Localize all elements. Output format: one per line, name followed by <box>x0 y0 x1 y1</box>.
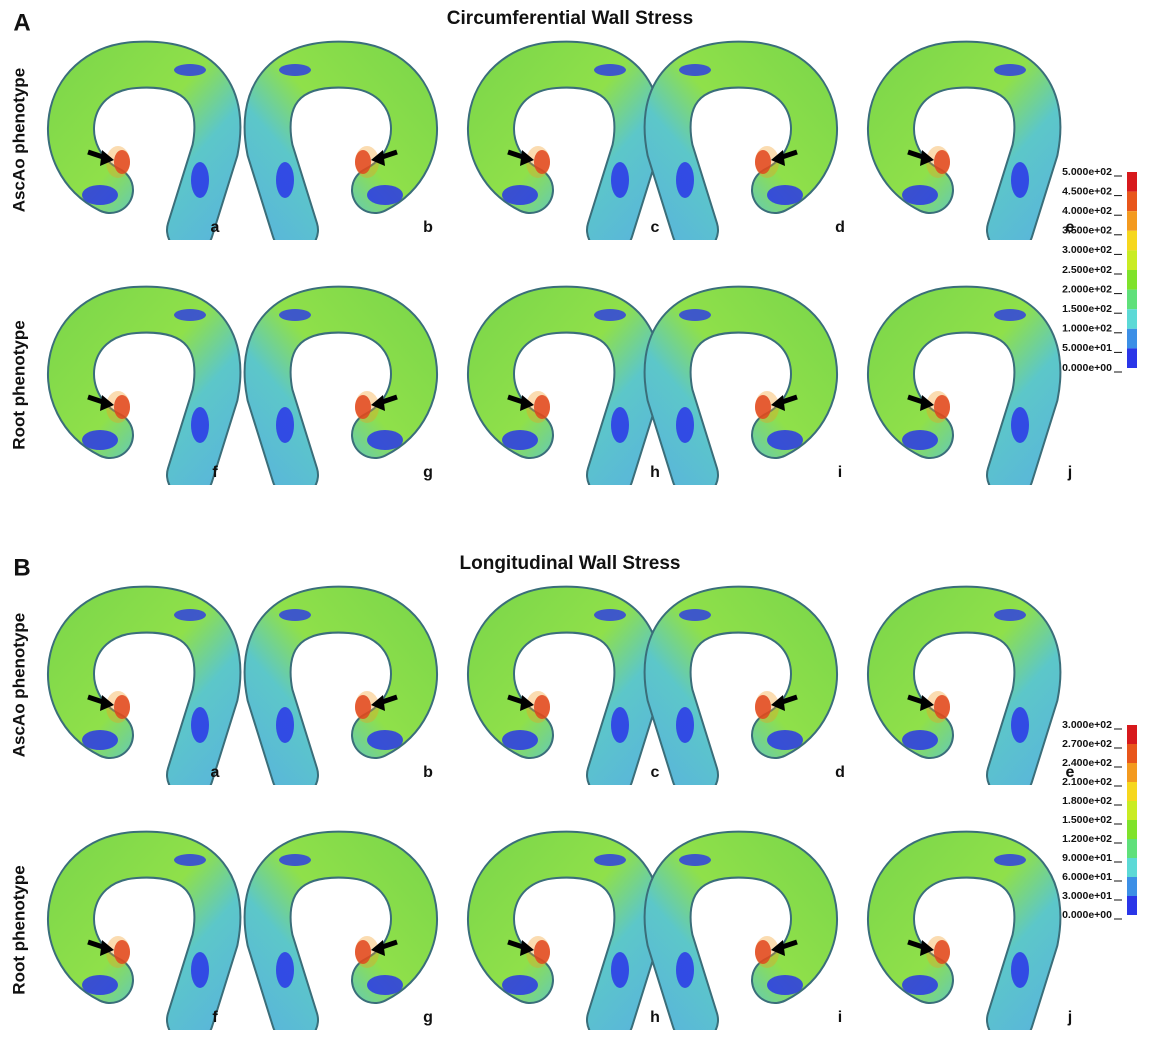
colorbar-segment <box>1127 839 1137 858</box>
colorbar-tick-label: 3.000e+02 <box>1062 719 1112 731</box>
colorbar-segment <box>1127 192 1137 212</box>
row-label: AscAo phenotype <box>9 68 28 213</box>
aorta-model <box>268 309 414 475</box>
panel-title: Longitudinal Wall Stress <box>460 553 681 574</box>
aorta-model <box>268 64 414 230</box>
aorta-model <box>268 854 414 1020</box>
colorbar-segment <box>1127 290 1137 310</box>
colorbar-tick-label: 5.000e+02 <box>1062 166 1112 178</box>
case-label: i <box>838 1009 842 1026</box>
colorbar-tick-label: 5.000e+01 <box>1062 342 1112 354</box>
colorbar-segment <box>1127 329 1137 349</box>
case-label: j <box>1067 464 1072 481</box>
aorta-model <box>71 64 217 230</box>
aorta-model <box>268 609 414 775</box>
colorbar-tick-label: 2.700e+02 <box>1062 738 1112 750</box>
colorbar-tick-label: 6.000e+01 <box>1062 871 1112 883</box>
colorbar-tick-label: 2.500e+02 <box>1062 264 1112 276</box>
row-label: Root phenotype <box>9 865 28 994</box>
colorbar-segment <box>1127 211 1137 231</box>
case-label: c <box>651 219 660 236</box>
aorta-model <box>71 309 217 475</box>
colorbar-tick-label: 2.000e+02 <box>1062 283 1112 295</box>
colorbar-segment <box>1127 801 1137 820</box>
aorta-model <box>668 609 814 775</box>
colorbar-segment <box>1127 782 1137 801</box>
colorbar-segment <box>1127 858 1137 877</box>
aorta-model <box>668 854 814 1020</box>
aorta-model <box>668 64 814 230</box>
colorbar-segment <box>1127 309 1137 329</box>
colorbar-segment <box>1127 348 1137 368</box>
aorta-model <box>491 309 637 475</box>
case-label: a <box>211 764 220 781</box>
colorbar-segment <box>1127 763 1137 782</box>
row-label: AscAo phenotype <box>9 613 28 758</box>
aorta-model <box>491 609 637 775</box>
colorbar-segment <box>1127 172 1137 192</box>
colorbar-segment <box>1127 725 1137 744</box>
colorbar-tick-label: 1.800e+02 <box>1062 795 1112 807</box>
colorbar-tick-label: 1.200e+02 <box>1062 833 1112 845</box>
row-label: Root phenotype <box>9 320 28 449</box>
case-label: b <box>423 764 433 781</box>
aorta-model <box>668 309 814 475</box>
colorbar-tick-label: 1.000e+02 <box>1062 323 1112 335</box>
colorbar-tick-label: 4.000e+02 <box>1062 205 1112 217</box>
case-label: g <box>423 1009 433 1026</box>
aorta-model <box>491 64 637 230</box>
colorbar-segment <box>1127 896 1137 915</box>
colorbar-tick-label: 3.500e+02 <box>1062 225 1112 237</box>
colorbar-segment <box>1127 820 1137 839</box>
aorta-model <box>491 854 637 1020</box>
case-label: h <box>650 1009 660 1026</box>
colorbar-tick-label: 0.000e+00 <box>1062 909 1112 921</box>
colorbar-segment <box>1127 744 1137 763</box>
aorta-model <box>71 609 217 775</box>
case-label: d <box>835 219 845 236</box>
case-label: f <box>212 1009 218 1026</box>
aorta-model <box>891 854 1037 1020</box>
colorbar-tick-label: 1.500e+02 <box>1062 303 1112 315</box>
colorbar-tick-label: 3.000e+01 <box>1062 890 1112 902</box>
aorta-model <box>891 309 1037 475</box>
colorbar-tick-label: 2.100e+02 <box>1062 776 1112 788</box>
panel-letter: B <box>13 554 30 581</box>
case-label: h <box>650 464 660 481</box>
case-label: c <box>651 764 660 781</box>
case-label: a <box>211 219 220 236</box>
colorbar-segment <box>1127 250 1137 270</box>
colorbar-tick-label: 2.400e+02 <box>1062 757 1112 769</box>
case-label: i <box>838 464 842 481</box>
case-label: j <box>1067 1009 1072 1026</box>
colorbar-tick-label: 0.000e+00 <box>1062 362 1112 374</box>
case-label: d <box>835 764 845 781</box>
colorbar-segment <box>1127 270 1137 290</box>
case-label: g <box>423 464 433 481</box>
panel-letter: A <box>13 9 30 36</box>
colorbar-segment <box>1127 877 1137 896</box>
panel-title: Circumferential Wall Stress <box>447 8 693 29</box>
aorta-model <box>71 854 217 1020</box>
colorbar-segment <box>1127 231 1137 251</box>
case-label: b <box>423 219 433 236</box>
figure: A Circumferential Wall Stress AscAo phenot… <box>0 0 1169 1038</box>
case-label: f <box>212 464 218 481</box>
aorta-model <box>891 64 1037 230</box>
aorta-model <box>891 609 1037 775</box>
colorbar-tick-label: 3.000e+02 <box>1062 244 1112 256</box>
colorbar-tick-label: 1.500e+02 <box>1062 814 1112 826</box>
colorbar-tick-label: 9.000e+01 <box>1062 852 1112 864</box>
colorbar-tick-label: 4.500e+02 <box>1062 185 1112 197</box>
